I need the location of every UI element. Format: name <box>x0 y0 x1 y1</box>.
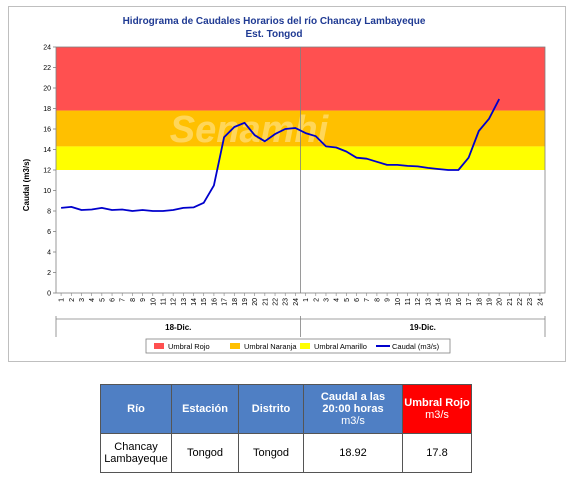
x-tick-label: 17 <box>466 298 473 306</box>
header-distrito: Distrito <box>238 384 304 434</box>
table-row: Chancay Lambayeque Tongod Tongod 18.92 1… <box>100 433 472 473</box>
header-estacion: Estación <box>171 384 239 434</box>
x-tick-label: 13 <box>425 298 432 306</box>
legend: Umbral Rojo Umbral Naranja Umbral Amarillo… <box>145 338 451 354</box>
y-tick-label: 2 <box>47 270 51 277</box>
x-tick-label: 11 <box>405 298 412 305</box>
legend-entry: Umbral Amarillo <box>314 342 367 351</box>
y-tick-label: 8 <box>47 209 51 216</box>
x-tick-label: 15 <box>446 298 453 306</box>
header-rio: Río <box>100 384 172 434</box>
y-tick-label: 10 <box>43 188 51 195</box>
legend-entry: Caudal (m3/s) <box>392 342 440 351</box>
header-umbral-rojo: Umbral Rojo m3/s <box>402 384 472 434</box>
y-tick-label: 4 <box>47 250 51 257</box>
x-tick-label: 15 <box>201 298 208 306</box>
x-tick-label: 12 <box>415 298 422 306</box>
x-tick-label: 8 <box>374 298 381 302</box>
x-tick-label: 11 <box>160 298 167 305</box>
chart-subtitle: Est. Tongod <box>245 29 302 40</box>
x-tick-label: 2 <box>69 298 76 302</box>
cell-rio: Chancay Lambayeque <box>100 433 172 473</box>
x-tick-label: 5 <box>344 298 351 302</box>
legend-swatch <box>300 343 310 349</box>
y-tick-label: 22 <box>43 65 51 72</box>
x-tick-label: 21 <box>507 298 514 306</box>
x-tick-label: 16 <box>211 298 218 306</box>
x-tick-label: 21 <box>262 298 269 306</box>
x-tick-label: 20 <box>252 298 259 306</box>
legend-swatch <box>154 343 164 349</box>
x-tick-label: 3 <box>79 298 86 302</box>
chart-title: Hidrograma de Caudales Horarios del río … <box>123 16 426 27</box>
x-tick-label: 8 <box>130 298 137 302</box>
series-layer <box>61 98 500 212</box>
x-tick-label: 23 <box>527 298 534 306</box>
legend-entry: Umbral Rojo <box>168 342 210 351</box>
x-tick-label: 2 <box>313 298 320 302</box>
x-tick-label: 24 <box>293 298 300 306</box>
header-caudal: Caudal a las 20:00 horas m3/s <box>303 384 403 434</box>
cell-estacion: Tongod <box>171 433 239 473</box>
x-tick-label: 4 <box>89 298 96 302</box>
legend-box <box>145 338 451 354</box>
x-tick-label: 14 <box>191 298 198 306</box>
summary-table: Río Estación Distrito Caudal a las 20:00… <box>100 384 472 473</box>
y-tick-label: 14 <box>43 147 51 154</box>
x-tick-label: 6 <box>354 298 361 302</box>
x-tick-label: 7 <box>364 298 371 302</box>
series-line-caudal <box>61 98 500 212</box>
y-tick-label: 0 <box>47 291 51 298</box>
y-tick-label: 24 <box>43 45 51 52</box>
x-tick-label: 17 <box>222 298 229 306</box>
y-axis-label: Caudal (m3/s) <box>22 158 31 211</box>
x-tick-label: 12 <box>171 298 178 306</box>
x-tick-label: 16 <box>456 298 463 306</box>
cell-umbral-rojo: 17.8 <box>402 433 472 473</box>
x-tick-label: 20 <box>497 298 504 306</box>
x-tick-label: 1 <box>303 298 310 302</box>
y-tick-label: 20 <box>43 86 51 93</box>
x-tick-label: 5 <box>99 298 106 302</box>
legend-entry: Umbral Naranja <box>244 342 297 351</box>
x-tick-label: 23 <box>283 298 290 306</box>
x-tick-label: 22 <box>273 298 280 306</box>
x-tick-label: 10 <box>150 298 157 306</box>
x-tick-label: 19 <box>242 298 249 306</box>
y-tick-label: 16 <box>43 127 51 134</box>
x-tick-label: 7 <box>120 298 127 302</box>
x-tick-label: 3 <box>323 298 330 302</box>
y-tick-label: 12 <box>43 168 51 175</box>
x-tick-label: 24 <box>537 298 544 306</box>
x-tick-label: 14 <box>436 298 443 306</box>
x-tick-label: 10 <box>395 298 402 306</box>
x-tick-label: 18 <box>476 298 483 306</box>
x-tick-label: 13 <box>181 298 188 306</box>
x-tick-label: 1 <box>59 298 66 302</box>
chart-frame: Hidrograma de Caudales Horarios del río … <box>8 6 566 362</box>
cell-distrito: Tongod <box>238 433 304 473</box>
x-tick-label: 19 <box>486 298 493 306</box>
day-group-label: 19-Dic. <box>410 323 436 332</box>
x-tick-label: 9 <box>385 298 392 302</box>
x-tick-label: 6 <box>110 298 117 302</box>
hydrograph-chart: Hidrograma de Caudales Horarios del río … <box>22 16 546 354</box>
x-tick-label: 18 <box>232 298 239 306</box>
y-tick-label: 18 <box>43 106 51 113</box>
day-group-label: 18-Dic. <box>165 323 191 332</box>
cell-caudal: 18.92 <box>303 433 403 473</box>
table-header-row: Río Estación Distrito Caudal a las 20:00… <box>100 384 472 434</box>
y-tick-label: 6 <box>47 229 51 236</box>
x-tick-label: 4 <box>334 298 341 302</box>
legend-swatch <box>230 343 240 349</box>
x-tick-label: 9 <box>140 298 147 302</box>
x-tick-label: 22 <box>517 298 524 306</box>
